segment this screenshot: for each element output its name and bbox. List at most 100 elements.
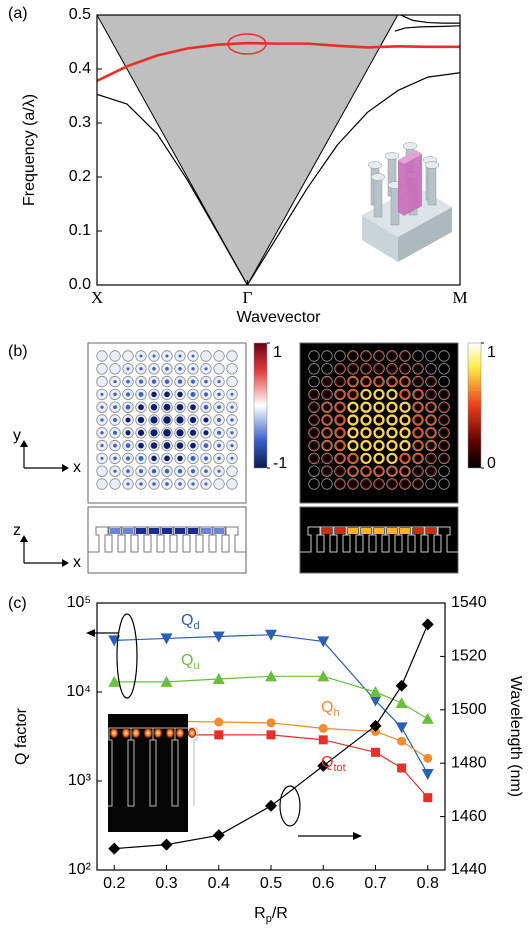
- field-dot: [113, 393, 116, 396]
- field-dot: [177, 456, 182, 461]
- field-dot: [191, 392, 196, 397]
- y-tick-label: 10²: [68, 861, 92, 878]
- inset-hotspot: [154, 728, 162, 738]
- inset-hotspot: [166, 728, 174, 738]
- axis-glyph-head: [20, 440, 28, 447]
- marker: [213, 829, 225, 841]
- y2-tick-label: 1540: [451, 594, 487, 611]
- field-dot: [177, 392, 182, 397]
- field-dot: [217, 418, 221, 422]
- hole: [214, 351, 225, 362]
- series-line: [114, 676, 428, 718]
- field-dot: [163, 429, 171, 437]
- field-dot: [140, 355, 143, 358]
- field-dot: [166, 355, 169, 358]
- section-field: [110, 528, 120, 534]
- marker: [423, 793, 432, 802]
- field-dot: [204, 405, 209, 410]
- field-dot: [176, 429, 183, 436]
- hole: [227, 479, 238, 490]
- x-tick-label: 0.7: [364, 875, 386, 892]
- field-dot: [204, 456, 208, 460]
- section-field: [214, 528, 224, 534]
- y2-axis-title: Wavelength (nm): [507, 676, 524, 797]
- field-dot: [113, 431, 117, 435]
- field-dot: [203, 430, 208, 435]
- hole: [97, 364, 108, 375]
- x-tick-label: 0.2: [103, 875, 125, 892]
- field-dot: [126, 456, 130, 460]
- hole: [97, 466, 108, 477]
- field-dot: [113, 457, 116, 460]
- annotation-ellipse: [117, 614, 137, 698]
- colorbar: [254, 343, 267, 468]
- hole: [214, 364, 225, 375]
- marker: [370, 686, 382, 697]
- series-line: [401, 15, 460, 23]
- field-dot: [164, 392, 170, 398]
- hole: [227, 466, 238, 477]
- y2-tick-label: 1480: [451, 754, 487, 771]
- series-label: Qd: [181, 612, 200, 632]
- field-dot: [165, 469, 170, 474]
- section-field: [335, 528, 345, 534]
- y2-tick-label: 1440: [451, 861, 487, 878]
- field-dot: [126, 482, 129, 485]
- field-dot: [126, 367, 129, 370]
- y2-tick-label: 1460: [451, 808, 487, 825]
- field-dot: [217, 470, 220, 473]
- y-tick-label: 0.5: [69, 6, 91, 23]
- inset-pillar: [428, 165, 436, 205]
- hole: [123, 351, 134, 362]
- hole: [227, 364, 238, 375]
- field-dot: [150, 429, 157, 436]
- field-dot: [165, 379, 170, 384]
- marker: [371, 748, 380, 757]
- hole: [97, 351, 108, 362]
- y-tick-label: 0.0: [69, 276, 91, 293]
- field-dot: [230, 444, 233, 447]
- arrow-head: [86, 629, 95, 637]
- marker: [396, 680, 408, 692]
- field-dot: [113, 470, 116, 473]
- inset-pillar: [374, 177, 382, 217]
- colorbar-label: 1: [273, 344, 282, 361]
- field-dot: [204, 482, 207, 485]
- marker: [397, 763, 406, 772]
- field-dot: [217, 444, 221, 448]
- colorbar: [468, 343, 481, 468]
- field-dot: [191, 456, 196, 461]
- x-tick-label: 0.5: [260, 875, 282, 892]
- y-tick-label: 10⁴: [66, 683, 91, 700]
- axis-glyph-head: [62, 464, 69, 472]
- field-dot: [231, 457, 234, 460]
- field-dot: [217, 457, 220, 460]
- axis-glyph-head: [62, 559, 69, 567]
- y-tick-label: 0.1: [69, 222, 91, 239]
- marker: [214, 730, 223, 739]
- y-tick-label: 0.2: [69, 168, 91, 185]
- hole: [110, 351, 121, 362]
- field-dot: [191, 469, 195, 473]
- field-dot: [151, 392, 156, 397]
- field-dot: [217, 393, 220, 396]
- y2-tick-label: 1520: [451, 648, 487, 665]
- hole: [214, 479, 225, 490]
- inset-pillar-cap: [371, 174, 385, 181]
- field-dot: [139, 469, 143, 473]
- marker: [214, 718, 223, 727]
- inset-pillar: [391, 185, 399, 225]
- hole: [201, 351, 212, 362]
- field-dot: [100, 444, 103, 447]
- field-dot: [165, 482, 169, 486]
- y-axis-title: Q factor: [13, 707, 30, 765]
- field-dot: [139, 367, 142, 370]
- series-label: Qh: [321, 699, 340, 719]
- colorbar-label: 1: [487, 344, 496, 361]
- field-dot: [203, 417, 208, 422]
- colorbar-label: 0: [487, 455, 496, 472]
- field-dot: [125, 417, 130, 422]
- x-tick-label: 0.6: [312, 875, 334, 892]
- field-dot: [101, 457, 104, 460]
- field-dot: [100, 406, 103, 409]
